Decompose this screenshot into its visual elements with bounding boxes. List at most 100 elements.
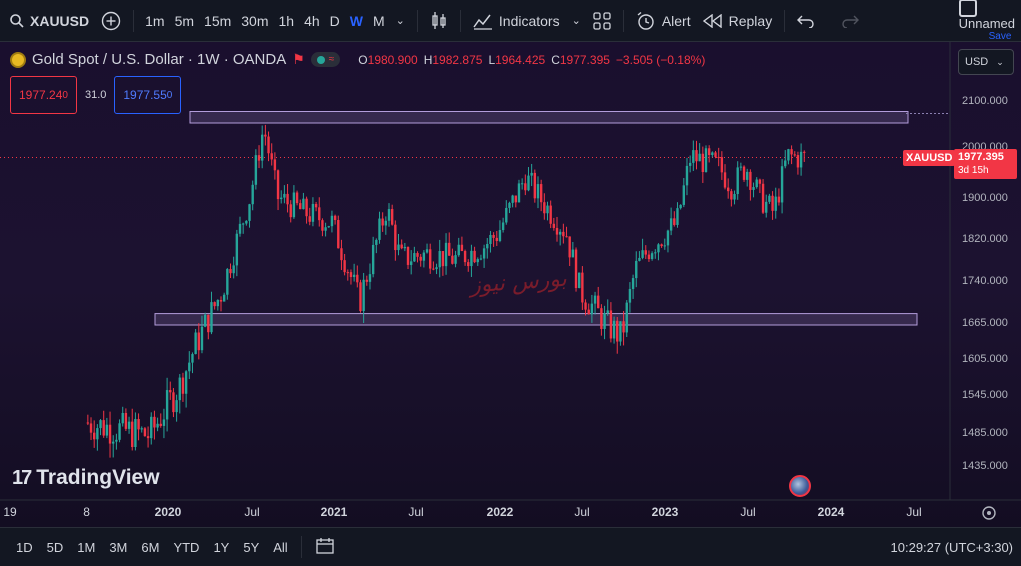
alert-button[interactable]: Alert [630,0,697,42]
candle-body [295,192,299,204]
time-tick-label: Jul [740,505,755,519]
chart-type-button[interactable] [424,0,454,42]
candle-body [381,218,384,226]
currency-label: USD [965,56,989,68]
templates-button[interactable] [587,0,617,42]
economic-event-flag-icon[interactable] [789,475,811,497]
candle-body [140,428,143,430]
price-chart[interactable]: 2100.0002000.0001900.0001820.0001740.000… [0,42,1021,527]
replay-button[interactable]: Replay [697,0,779,42]
go-to-date-button[interactable] [308,537,342,558]
candle-body [508,202,511,208]
candle-body [175,400,178,413]
price-tick-label: 1485.000 [962,427,1008,439]
candle-body [254,155,258,185]
candle-body [194,332,197,355]
bottom-toolbar: 1D 5D 1M 3M 6M YTD 1Y 5Y All 10:29:27 (U… [0,527,1021,566]
range-1y[interactable]: 1Y [213,539,230,555]
interval-15m[interactable]: 15m [204,12,232,29]
candle-body [790,149,793,155]
candle-body [774,196,777,211]
interval-d[interactable]: D [329,12,340,29]
candle-body [444,242,448,267]
tradingview-logo[interactable]: 17 TradingView [12,466,160,490]
chevron-down-icon[interactable]: ⌄ [395,15,405,27]
candle-body [765,201,768,213]
chevron-down-icon[interactable]: ⌄ [571,15,581,27]
range-3m[interactable]: 3M [109,539,128,555]
candle-body [289,204,292,218]
range-5d[interactable]: 5D [46,539,64,555]
candle-body [340,248,343,261]
candle-body [555,227,559,235]
candle-body [333,215,337,221]
candle-body [203,314,207,327]
candle-body [276,170,280,200]
high-value: 1982.875 [432,52,483,67]
candle-body [118,423,121,440]
candle-body [584,302,587,310]
candle-body [343,260,346,273]
candle-body [489,234,492,244]
candle-body [371,244,375,275]
redo-button[interactable] [835,0,865,42]
candle-body [714,152,717,157]
layout-name[interactable]: Unnamed Save [958,0,1021,43]
candle-body [330,215,334,227]
range-ytd[interactable]: YTD [173,539,200,555]
top-toolbar: XAUUSD 1m 5m 15m 30m 1h 4h D W M ⌄ Indic… [0,0,1021,42]
layout-name-label: Unnamed [958,15,1015,31]
candle-body [359,282,362,312]
candle-body [270,153,273,160]
interval-w[interactable]: W [349,12,363,29]
candle-body [581,272,584,303]
range-1m[interactable]: 1M [77,539,96,555]
undo-button[interactable] [791,0,821,42]
candle-body [695,150,698,162]
clock-timezone[interactable]: 10:29:27 (UTC+3:30) [890,539,1013,555]
interval-30m[interactable]: 30m [241,12,269,29]
compare-symbol-button[interactable] [95,0,127,42]
chart-legend: Gold Spot / U.S. Dollar · 1W · OANDA ⚑ ≈… [10,51,705,68]
interval-5m[interactable]: 5m [174,12,195,29]
candle-body [616,320,619,342]
candle-body [612,320,616,339]
symbol-search-button[interactable]: XAUUSD [0,0,95,42]
candle-body [197,332,201,351]
layout-checkbox[interactable] [958,0,977,17]
open-label: O [358,52,368,67]
time-tick-label: Jul [408,505,423,519]
interval-4h[interactable]: 4h [304,12,320,29]
market-status-pill[interactable]: ≈ [310,52,341,67]
sell-button[interactable]: 1977.24 0 [10,76,77,114]
range-1d[interactable]: 1D [16,539,33,555]
time-tick-label: Jul [244,505,259,519]
candle-body [448,242,451,256]
flag-icon[interactable]: ⚑ [292,51,305,67]
candle-body [742,166,746,180]
candle-body [416,253,419,257]
candle-body [641,250,644,258]
range-5y[interactable]: 5Y [243,539,260,555]
candles-icon [432,11,446,29]
candle-body [622,321,625,333]
spread-value: 31.0 [84,89,107,101]
indicators-button[interactable]: Indicators [467,0,566,42]
buy-button[interactable]: 1977.55 0 [114,76,182,114]
interval-1m[interactable]: 1m [145,12,165,29]
save-button[interactable]: Save [988,31,1012,43]
range-all[interactable]: All [273,539,288,555]
candle-body [235,233,239,266]
interval-m[interactable]: M [373,12,385,29]
candle-body [112,441,115,444]
candle-body [280,197,283,200]
range-6m[interactable]: 6M [141,539,160,555]
interval-1h[interactable]: 1h [278,12,295,29]
candle-body [153,416,156,428]
candle-body [115,439,118,442]
chart-pane[interactable]: 2100.000 2000.000 1900.000 1820.000 1740.000… [0,42,1021,527]
candle-body [676,208,679,225]
currency-select[interactable]: USD ⌄ [958,49,1014,75]
search-icon [10,13,24,28]
candle-body [400,244,403,249]
